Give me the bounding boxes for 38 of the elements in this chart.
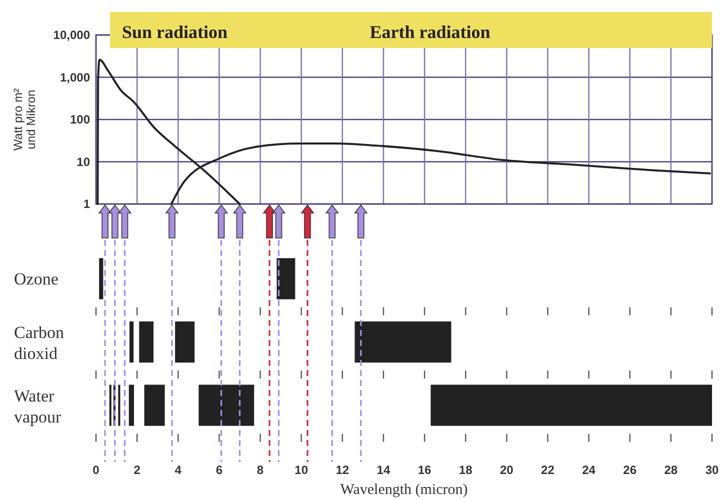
bar [139,321,154,363]
x-tick-label: 28 [664,463,678,477]
bar [354,321,452,363]
x-tick-label: 6 [216,463,223,477]
bar [175,321,195,363]
bar [99,258,104,300]
bar [128,384,134,426]
y-tick-label: Ozone [14,270,58,289]
x-tick-label: 0 [92,463,100,477]
annotation: Earth radiation [370,22,490,42]
y-tick-label: Carbon dioxid [14,323,65,363]
bar [276,258,296,300]
x-tick-label: 14 [376,463,390,477]
bar [129,321,134,363]
y-tick-label: Water vapour [14,386,62,426]
x-tick-label: 30 [705,463,719,477]
annotation: Sun radiation [122,22,228,42]
x-tick-label: 18 [458,463,473,477]
x-tick-label: 24 [582,463,596,477]
bar [198,384,254,426]
y-tick-label: 100 [70,112,90,126]
x-tick-label: 8 [256,463,264,477]
y-axis-title: Watt pro m² und Mikron [11,88,38,151]
x-tick-label: 22 [541,463,555,477]
x-tick-label: 20 [500,463,514,477]
x-tick-label: 12 [336,463,350,477]
y-tick-label: 10,000 [53,28,90,42]
x-tick-label: 10 [294,463,308,477]
y-tick-label: 1 [83,197,90,211]
x-axis-title: Wavelength (micron) [340,482,468,498]
y-tick-label: 10 [76,154,90,169]
x-tick-label: 4 [174,463,182,477]
bar [144,384,165,426]
y-tick-label: 1,000 [60,70,90,84]
x-tick-label: 2 [134,463,141,477]
bar [430,384,712,426]
x-tick-label: 26 [623,463,637,477]
x-tick-label: 16 [418,463,432,477]
